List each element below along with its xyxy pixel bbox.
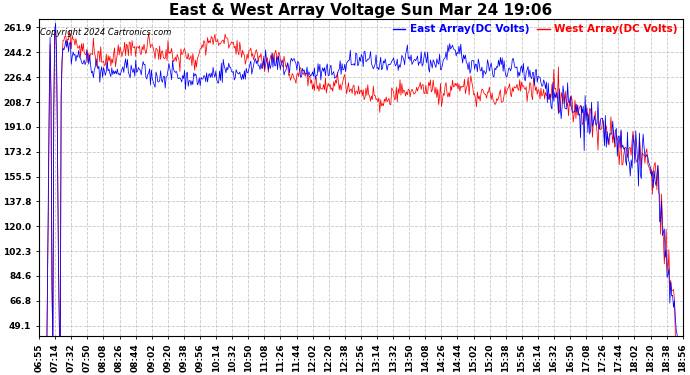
Title: East & West Array Voltage Sun Mar 24 19:06: East & West Array Voltage Sun Mar 24 19:…	[169, 3, 553, 18]
Text: Copyright 2024 Cartronics.com: Copyright 2024 Cartronics.com	[40, 28, 171, 38]
Legend: East Array(DC Volts), West Array(DC Volts): East Array(DC Volts), West Array(DC Volt…	[393, 24, 678, 34]
